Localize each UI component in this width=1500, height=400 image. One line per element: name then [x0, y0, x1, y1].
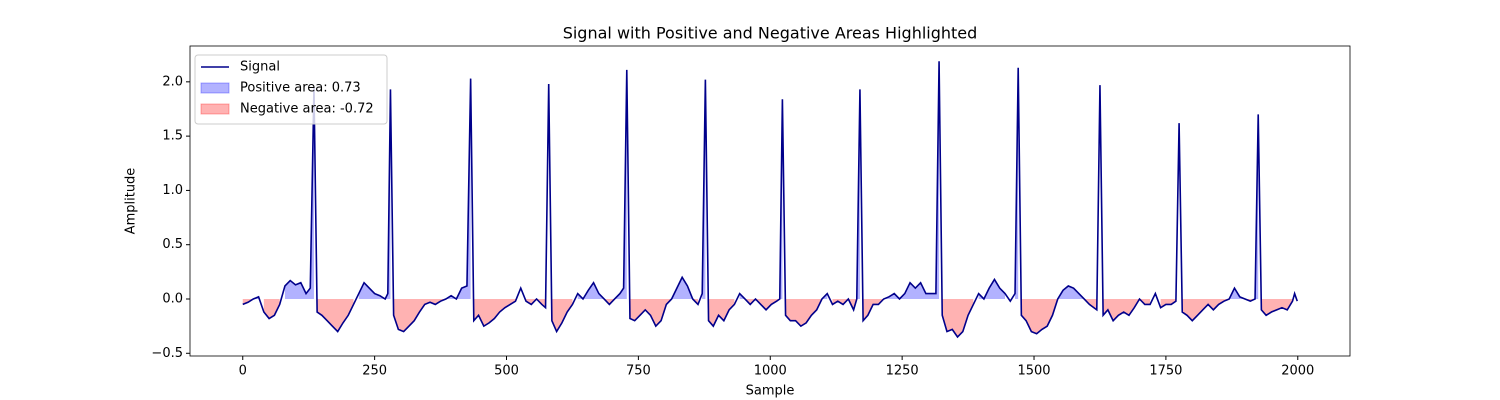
fill-area	[473, 298, 516, 327]
fill-area	[1021, 298, 1058, 334]
y-tick-label: −0.5	[151, 346, 183, 361]
fill-area	[577, 282, 605, 299]
x-tick-label: 1250	[886, 364, 919, 379]
y-axis-label: Amplitude	[124, 168, 139, 235]
fill-area	[1261, 298, 1293, 316]
fill-area	[671, 277, 693, 299]
fill-area	[942, 298, 974, 337]
y-tick-label: 1.0	[162, 183, 183, 198]
fill-area	[978, 279, 1006, 299]
fill-area	[863, 298, 884, 321]
x-tick-label: 250	[362, 364, 387, 379]
fill-area	[551, 298, 573, 332]
fill-area	[1160, 298, 1176, 308]
fill-area	[526, 298, 546, 308]
y-tick-label: 2.0	[162, 74, 183, 89]
fill-area	[1103, 298, 1151, 321]
fill-area	[883, 61, 940, 299]
plot	[242, 61, 1299, 339]
fill-area	[604, 298, 615, 305]
fill-area	[832, 298, 857, 310]
signal-line	[242, 61, 1299, 339]
fill-area	[263, 298, 280, 319]
legend-label: Negative area: -0.72	[240, 102, 374, 117]
legend-box	[194, 54, 388, 125]
fill-area	[614, 69, 627, 299]
y-tick-label: 0.5	[162, 237, 183, 252]
fill-area	[393, 298, 446, 332]
x-tick-label: 1750	[1149, 364, 1182, 379]
chart-title: Signal with Positive and Negative Areas …	[563, 24, 978, 43]
x-tick-label: 2000	[1281, 364, 1314, 379]
fill-area	[785, 298, 822, 327]
fill-area	[629, 298, 672, 327]
legend-label: Positive area: 0.73	[240, 81, 361, 96]
legend-label: Signal	[240, 60, 280, 75]
legend-patch	[200, 82, 230, 94]
x-tick-label: 500	[494, 364, 519, 379]
x-axis-label: Sample	[746, 384, 795, 399]
fill-area	[744, 298, 780, 310]
x-tick-label: 1500	[1017, 364, 1050, 379]
fill-area	[445, 78, 471, 299]
y-tick-label: 1.5	[162, 129, 183, 144]
x-tick-label: 750	[626, 364, 651, 379]
plot-frame	[189, 45, 1351, 357]
x-tick-label: 0	[239, 364, 247, 379]
legend-patch	[200, 103, 230, 115]
fill-area	[317, 298, 354, 332]
x-tick-label: 1000	[754, 364, 787, 379]
fill-area	[1057, 285, 1085, 299]
y-tick-label: 0.0	[162, 291, 183, 306]
fill-area	[1182, 298, 1230, 321]
fill-area	[708, 298, 735, 327]
